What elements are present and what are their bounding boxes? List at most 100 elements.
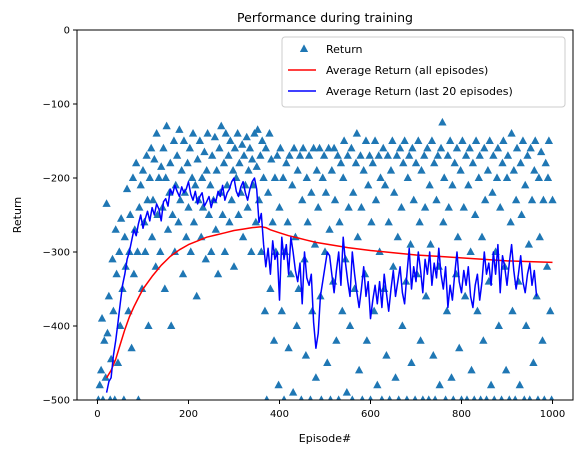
return-point: [109, 306, 118, 315]
return-point: [501, 365, 511, 374]
return-point: [256, 151, 265, 159]
return-point: [389, 262, 398, 270]
return-point: [108, 254, 117, 263]
return-point: [238, 232, 248, 241]
return-point: [142, 151, 151, 159]
return-point: [433, 151, 442, 159]
return-point: [251, 217, 260, 226]
return-point: [541, 395, 547, 400]
return-point: [471, 210, 480, 218]
return-point: [269, 336, 279, 344]
return-point: [546, 306, 555, 315]
return-point: [445, 136, 455, 144]
y-tick-label: −200: [43, 174, 70, 185]
return-point: [301, 351, 311, 359]
chart-title: Performance during training: [237, 10, 413, 25]
return-point: [310, 240, 320, 248]
return-point: [253, 125, 262, 133]
return-point: [444, 203, 453, 211]
return-point: [175, 125, 184, 133]
return-point: [423, 143, 432, 152]
return-point: [426, 240, 435, 248]
return-point: [499, 136, 508, 144]
return-point: [144, 321, 153, 329]
return-point: [126, 210, 135, 218]
return-point: [342, 388, 351, 396]
return-point: [230, 143, 240, 152]
return-point: [509, 166, 518, 174]
return-point: [521, 180, 530, 189]
return-point: [416, 336, 425, 344]
return-point: [397, 203, 406, 211]
return-point: [435, 380, 444, 389]
return-point: [299, 143, 308, 152]
return-point: [147, 232, 157, 241]
return-point: [523, 151, 532, 159]
return-point: [371, 195, 381, 204]
return-point: [178, 269, 188, 278]
return-point: [506, 217, 515, 226]
x-tick-label: 200: [179, 409, 198, 420]
return-point: [432, 395, 438, 400]
return-point: [172, 151, 182, 159]
return-point: [414, 136, 423, 144]
return-point: [527, 195, 537, 204]
return-point: [204, 210, 214, 218]
return-point: [365, 151, 374, 159]
legend-entry-label: Average Return (last 20 episodes): [326, 85, 513, 98]
return-point: [128, 173, 138, 181]
return-point: [294, 284, 303, 292]
return-point: [456, 166, 465, 174]
return-point: [314, 203, 323, 211]
return-point: [338, 306, 347, 315]
return-point: [486, 380, 496, 389]
return-point: [285, 151, 294, 159]
x-axis-label: Episode#: [299, 432, 351, 445]
return-point: [356, 151, 365, 159]
return-point: [281, 395, 287, 400]
return-point: [304, 151, 314, 159]
return-point: [182, 232, 191, 241]
return-point: [511, 195, 521, 204]
legend-box: [281, 36, 566, 108]
return-point: [210, 132, 220, 141]
return-point: [426, 395, 432, 400]
return-point: [339, 136, 349, 144]
return-point: [307, 188, 316, 196]
y-tick-label: −500: [43, 396, 70, 407]
return-point: [168, 210, 177, 218]
return-point: [531, 136, 540, 144]
return-point: [507, 129, 516, 137]
return-point: [333, 151, 342, 159]
return-point: [492, 173, 502, 181]
return-point: [201, 254, 210, 263]
return-point: [542, 262, 552, 270]
return-point: [534, 173, 544, 181]
return-point: [512, 143, 522, 152]
return-point: [226, 136, 235, 144]
return-point: [268, 217, 277, 226]
return-point: [498, 158, 507, 167]
return-point: [496, 203, 505, 211]
return-point: [266, 284, 275, 292]
return-point: [101, 373, 110, 381]
return-point: [258, 136, 267, 144]
return-point: [198, 203, 208, 211]
return-point: [461, 291, 470, 300]
return-point: [293, 166, 302, 174]
return-point: [359, 166, 368, 174]
return-point: [141, 247, 150, 255]
return-point: [411, 158, 421, 167]
return-point: [288, 180, 297, 189]
return-point: [206, 180, 215, 189]
return-point: [543, 173, 553, 181]
return-point: [112, 269, 121, 278]
return-point: [382, 351, 391, 359]
return-point: [211, 225, 220, 233]
return-point: [415, 217, 424, 226]
return-point: [502, 173, 512, 181]
return-point: [122, 184, 132, 193]
y-tick-label: −400: [43, 322, 70, 333]
average-all-line: [105, 226, 553, 379]
return-point: [227, 195, 236, 204]
